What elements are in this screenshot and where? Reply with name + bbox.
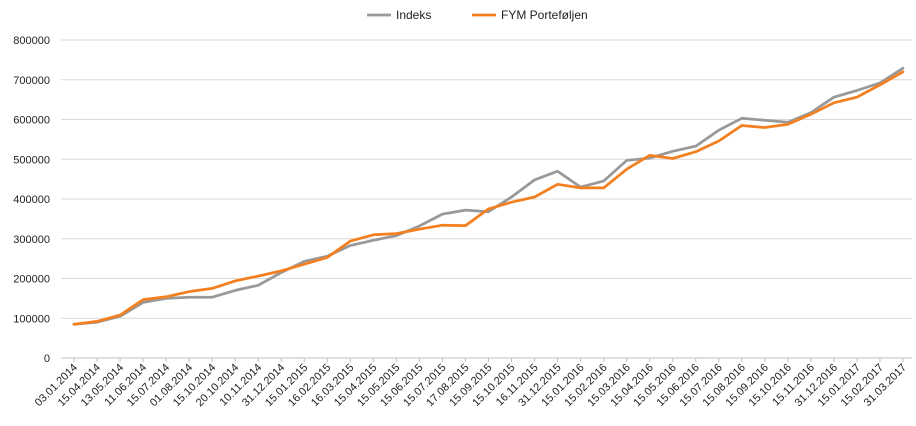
y-tick-label: 700000 bbox=[13, 75, 50, 87]
data-point bbox=[211, 296, 213, 298]
y-tick-label: 500000 bbox=[13, 154, 50, 166]
data-point bbox=[234, 280, 236, 282]
data-point bbox=[372, 234, 374, 236]
data-point bbox=[902, 67, 904, 69]
legend-label-2: FYM Porteføljen bbox=[501, 8, 588, 22]
gridlines bbox=[61, 39, 912, 359]
data-point bbox=[464, 224, 466, 226]
data-point bbox=[672, 150, 674, 152]
data-point bbox=[257, 284, 259, 286]
y-axis: 0 100000 200000 300000 400000 500000 600000 700… bbox=[13, 35, 50, 365]
data-point bbox=[142, 298, 144, 300]
data-point bbox=[741, 124, 743, 126]
data-point bbox=[533, 179, 535, 181]
data-point bbox=[625, 159, 627, 161]
data-point bbox=[510, 201, 512, 203]
data-point bbox=[579, 187, 581, 189]
series-line-1 bbox=[72, 66, 905, 326]
data-point bbox=[119, 314, 121, 316]
data-point bbox=[326, 256, 328, 258]
data-point bbox=[672, 157, 674, 159]
data-point bbox=[695, 150, 697, 152]
data-point bbox=[441, 213, 443, 215]
data-point bbox=[902, 71, 904, 73]
data-point bbox=[879, 84, 881, 86]
data-point bbox=[787, 123, 789, 125]
data-point bbox=[556, 183, 558, 185]
data-point bbox=[764, 126, 766, 128]
data-point bbox=[856, 89, 858, 91]
data-point bbox=[764, 119, 766, 121]
data-point bbox=[833, 96, 835, 98]
data-point bbox=[510, 196, 512, 198]
data-point bbox=[96, 320, 98, 322]
data-point bbox=[487, 208, 489, 210]
data-point bbox=[856, 96, 858, 98]
data-point bbox=[418, 225, 420, 227]
y-tick-label: 200000 bbox=[13, 274, 50, 286]
data-point bbox=[441, 224, 443, 226]
series-lines bbox=[72, 66, 905, 326]
data-point bbox=[165, 296, 167, 298]
legend: Indeks FYM Porteføljen bbox=[367, 8, 588, 22]
y-tick-label: 800000 bbox=[13, 35, 50, 47]
data-point bbox=[395, 232, 397, 234]
y-tick-label: 0 bbox=[44, 353, 50, 365]
data-point bbox=[695, 145, 697, 147]
data-point bbox=[188, 290, 190, 292]
data-point bbox=[280, 270, 282, 272]
data-point bbox=[303, 263, 305, 265]
data-point bbox=[73, 323, 75, 325]
data-point bbox=[533, 196, 535, 198]
data-point bbox=[810, 113, 812, 115]
x-axis: 03.01.201415.04.201413.05.201411.06.2014… bbox=[33, 358, 909, 409]
data-point bbox=[602, 180, 604, 182]
y-tick-label: 100000 bbox=[13, 313, 50, 325]
series-line-2 bbox=[72, 70, 905, 326]
data-point bbox=[188, 296, 190, 298]
data-point bbox=[648, 154, 650, 156]
data-point bbox=[349, 244, 351, 246]
data-point bbox=[257, 275, 259, 277]
y-tick-label: 400000 bbox=[13, 194, 50, 206]
data-point bbox=[234, 289, 236, 291]
data-point bbox=[372, 239, 374, 241]
data-point bbox=[349, 240, 351, 242]
data-point bbox=[741, 117, 743, 119]
y-tick-label: 600000 bbox=[13, 115, 50, 127]
data-point bbox=[602, 187, 604, 189]
data-point bbox=[833, 102, 835, 104]
data-point bbox=[718, 140, 720, 142]
data-point bbox=[625, 168, 627, 170]
data-point bbox=[211, 287, 213, 289]
data-point bbox=[464, 209, 466, 211]
data-point bbox=[718, 129, 720, 131]
data-point bbox=[418, 228, 420, 230]
data-point bbox=[303, 260, 305, 262]
legend-label-1: Indeks bbox=[396, 8, 431, 22]
data-point bbox=[556, 170, 558, 172]
y-tick-label: 300000 bbox=[13, 234, 50, 246]
